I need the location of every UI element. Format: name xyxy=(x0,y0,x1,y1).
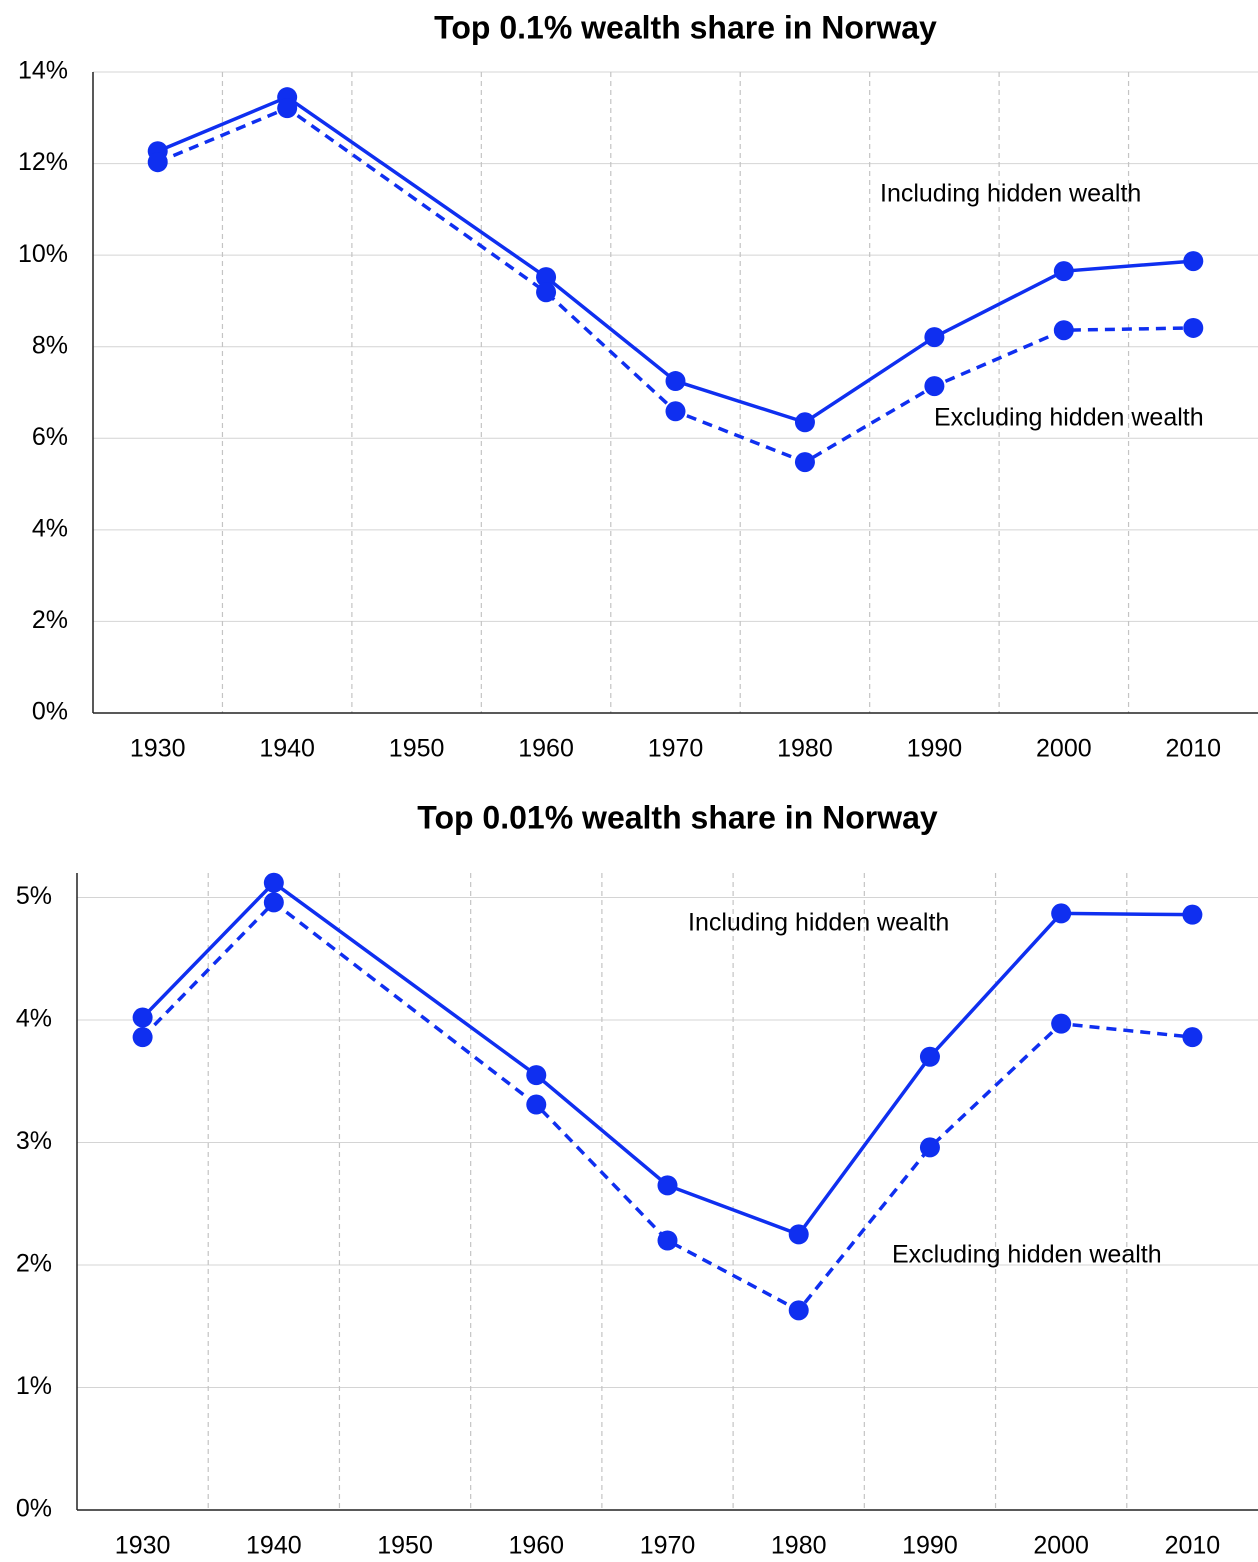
series-line xyxy=(157,95,1194,425)
x-tick-label: 1990 xyxy=(907,735,963,763)
y-tick-label: 2% xyxy=(16,1250,52,1278)
x-tick-label: 2000 xyxy=(1036,735,1092,763)
x-tick-label: 2010 xyxy=(1165,735,1221,763)
series-line xyxy=(157,106,1194,465)
data-point xyxy=(536,282,557,303)
y-tick-label: 8% xyxy=(32,331,68,359)
y-tick-label: 0% xyxy=(16,1495,52,1523)
chart: Top 0.1% wealth share in Norway 0% 2% 4% 6% 8… xyxy=(18,9,1258,763)
x-tick-label: 1960 xyxy=(508,1532,564,1560)
chart: Top 0.01% wealth share in Norway 0% 1% 2% 3%… xyxy=(16,799,1258,1560)
data-point xyxy=(788,1300,809,1321)
data-point xyxy=(1182,904,1203,925)
data-point xyxy=(665,401,686,422)
y-tick-label: 0% xyxy=(32,698,68,726)
series-label: Including hidden wealth xyxy=(880,180,1141,208)
series-line xyxy=(141,880,1193,1237)
data-point xyxy=(924,376,945,397)
data-point xyxy=(919,1046,940,1067)
y-tick-label: 14% xyxy=(18,57,68,85)
x-tick-label: 1950 xyxy=(377,1532,433,1560)
data-point xyxy=(1051,903,1072,924)
data-point xyxy=(536,267,557,288)
series-label: Including hidden wealth xyxy=(688,909,949,937)
data-point xyxy=(263,872,284,893)
data-point xyxy=(526,1094,547,1115)
y-tick-label: 5% xyxy=(16,882,52,910)
x-tick-label: 1940 xyxy=(246,1532,302,1560)
data-point xyxy=(1182,1027,1203,1048)
data-point xyxy=(263,892,284,913)
y-tick-label: 1% xyxy=(16,1372,52,1400)
chart-title: Top 0.1% wealth share in Norway xyxy=(434,9,937,45)
data-point xyxy=(526,1065,547,1086)
series-line xyxy=(141,900,1193,1313)
x-tick-label: 2010 xyxy=(1165,1532,1221,1560)
data-point xyxy=(665,371,686,392)
x-tick-label: 1950 xyxy=(389,735,445,763)
x-tick-label: 1990 xyxy=(902,1532,958,1560)
y-tick-label: 2% xyxy=(32,606,68,634)
x-tick-label: 1980 xyxy=(771,1532,827,1560)
y-tick-label: 4% xyxy=(16,1005,52,1033)
y-tick-label: 6% xyxy=(32,423,68,451)
data-point xyxy=(1051,1013,1072,1034)
data-point xyxy=(1053,261,1074,282)
x-tick-label: 1930 xyxy=(130,735,186,763)
x-tick-label: 1940 xyxy=(259,735,315,763)
x-tick-label: 2000 xyxy=(1033,1532,1089,1560)
data-point xyxy=(147,152,168,173)
y-tick-label: 3% xyxy=(16,1127,52,1155)
x-tick-label: 1970 xyxy=(648,735,704,763)
x-tick-label: 1930 xyxy=(115,1532,171,1560)
data-point xyxy=(919,1137,940,1158)
y-tick-label: 10% xyxy=(18,240,68,268)
x-tick-label: 1970 xyxy=(640,1532,696,1560)
data-point xyxy=(794,452,815,473)
series-label: Excluding hidden wealth xyxy=(892,1241,1162,1269)
chart-title: Top 0.01% wealth share in Norway xyxy=(417,799,938,835)
x-tick-label: 1980 xyxy=(777,735,833,763)
data-point xyxy=(1053,320,1074,341)
data-point xyxy=(1183,251,1204,272)
data-point xyxy=(924,327,945,348)
data-point xyxy=(132,1007,153,1028)
data-point xyxy=(794,412,815,433)
data-point xyxy=(657,1175,678,1196)
data-point xyxy=(132,1027,153,1048)
data-point xyxy=(788,1224,809,1245)
data-point xyxy=(1183,317,1204,338)
x-tick-label: 1960 xyxy=(518,735,574,763)
y-tick-label: 4% xyxy=(32,514,68,542)
series-label: Excluding hidden wealth xyxy=(934,404,1204,432)
y-tick-label: 12% xyxy=(18,148,68,176)
data-point xyxy=(277,98,298,119)
data-point xyxy=(657,1230,678,1251)
